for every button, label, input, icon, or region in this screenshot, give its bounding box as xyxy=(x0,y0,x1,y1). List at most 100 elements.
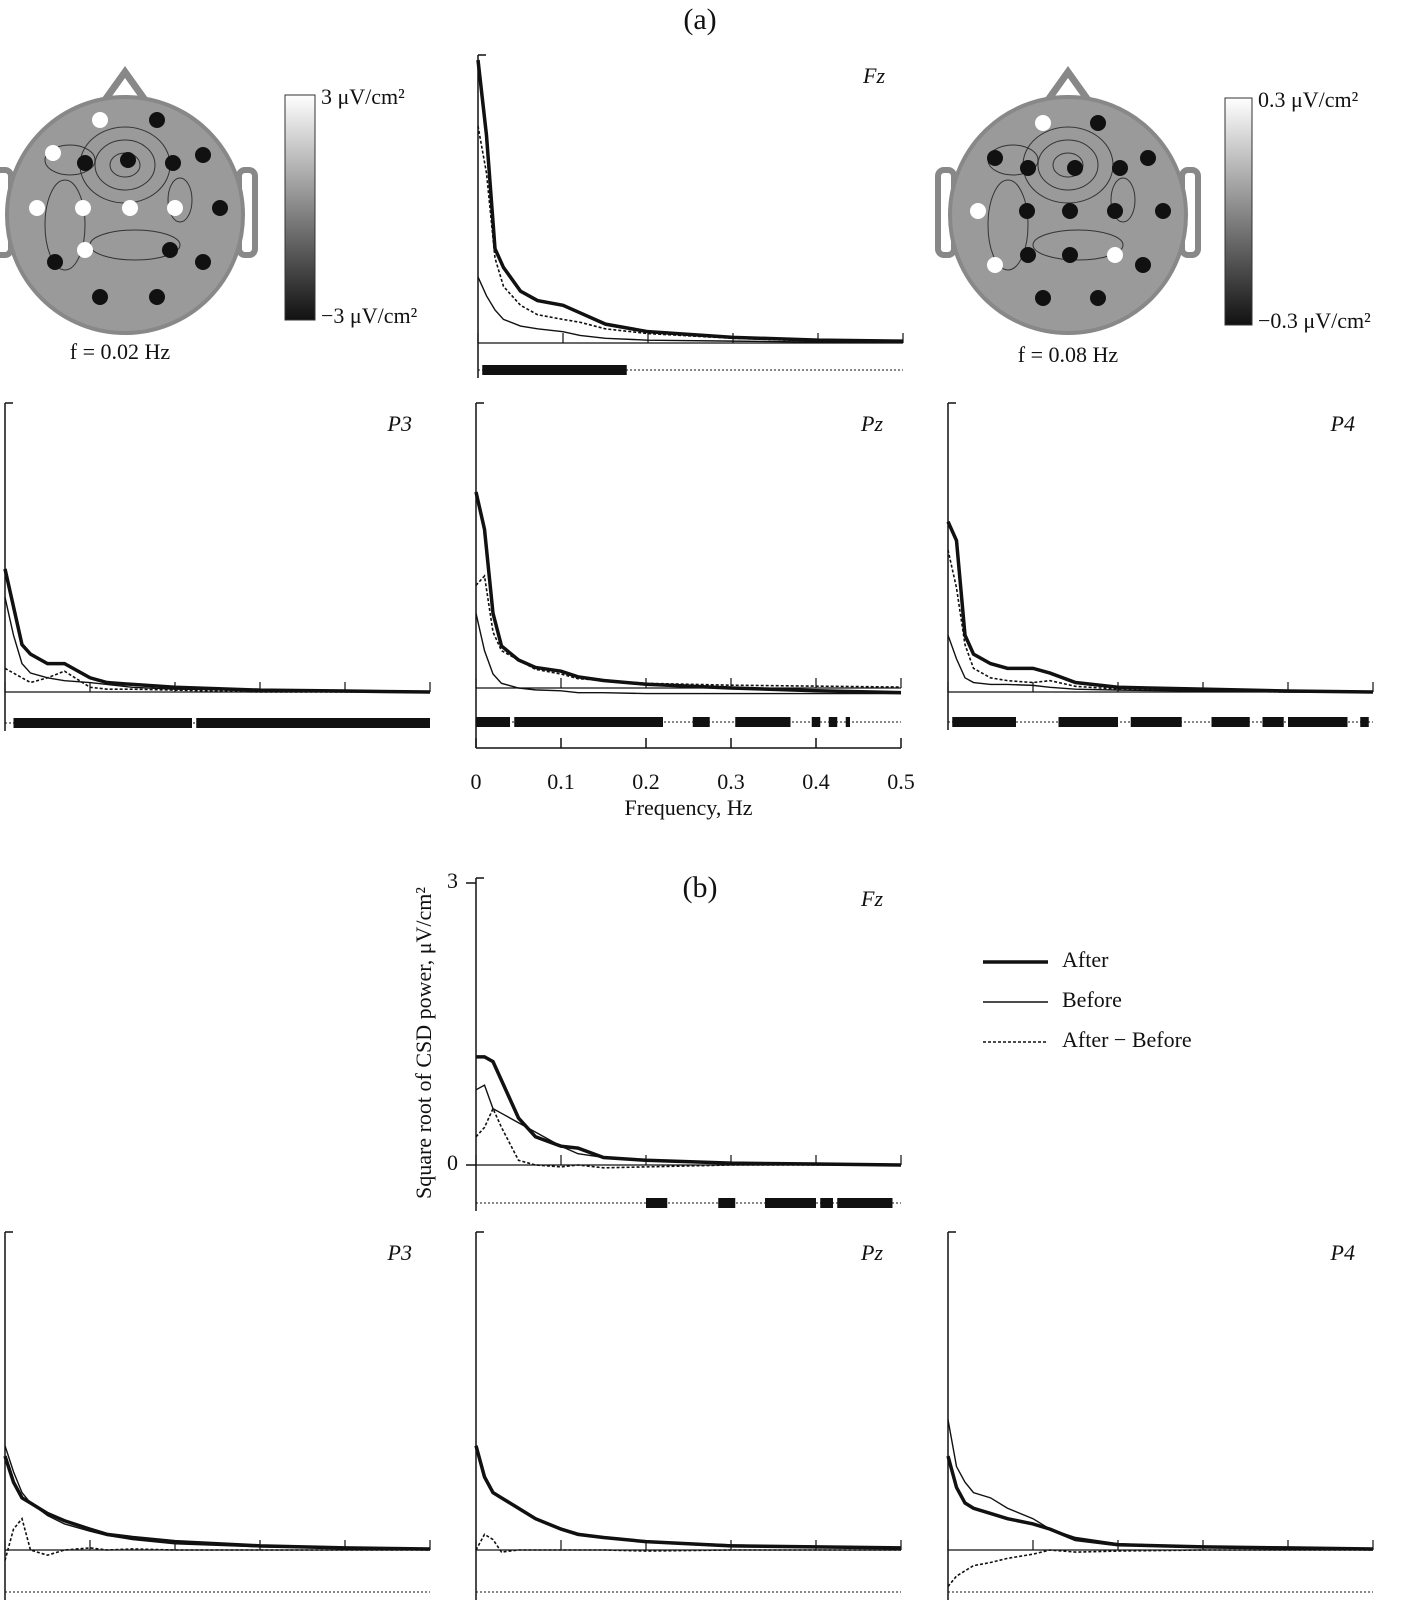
y-axis-label: Square root of CSD power, μV/cm² xyxy=(411,887,436,1199)
series-line xyxy=(947,1419,1374,1550)
series-line xyxy=(947,1549,1373,1588)
colorbar xyxy=(284,94,316,321)
legend-label: After − Before xyxy=(1062,1027,1192,1052)
series-line xyxy=(4,667,430,693)
electrode xyxy=(1135,257,1151,273)
topomap xyxy=(0,65,258,335)
channel-label: Pz xyxy=(860,1240,883,1265)
significance-bar xyxy=(820,1198,833,1208)
contour xyxy=(44,144,96,176)
electrode xyxy=(987,257,1003,273)
contour xyxy=(1032,229,1124,261)
electrode xyxy=(1107,203,1123,219)
electrode xyxy=(1035,115,1051,131)
electrode xyxy=(45,145,61,161)
series-line xyxy=(477,276,903,343)
x-tick-label: 0.2 xyxy=(632,769,660,794)
significance-bar xyxy=(765,1198,816,1208)
electrode xyxy=(987,150,1003,166)
series-line xyxy=(4,597,431,693)
series-line xyxy=(3,1455,431,1551)
electrode xyxy=(120,152,136,168)
significance-bar xyxy=(845,717,850,727)
channel-label: P3 xyxy=(387,411,412,436)
electrode xyxy=(1035,290,1051,306)
electrode xyxy=(149,289,165,305)
contour xyxy=(1037,139,1099,191)
caption: f = 0.08 Hz xyxy=(1018,342,1119,367)
significance-bar xyxy=(1130,717,1182,727)
significance-bar xyxy=(1288,717,1348,727)
electrode xyxy=(1020,247,1036,263)
head xyxy=(5,95,245,335)
caption: f = 0.02 Hz xyxy=(70,339,171,364)
significance-bar xyxy=(811,717,821,727)
significance-bar xyxy=(735,717,791,727)
channel-label: P4 xyxy=(1330,1240,1355,1265)
colorbar-max: 0.3 μV/cm² xyxy=(1258,87,1359,112)
significance-bar xyxy=(828,717,838,727)
series-line xyxy=(3,568,431,694)
channel-label: Pz xyxy=(860,411,883,436)
legend-label: After xyxy=(1062,947,1109,972)
panel-label: (b) xyxy=(683,871,718,904)
series-line xyxy=(474,491,902,695)
channel-label: Fz xyxy=(860,886,883,911)
electrode xyxy=(195,254,211,270)
significance-bar xyxy=(692,717,710,727)
colorbar xyxy=(1224,97,1253,326)
electrode xyxy=(212,200,228,216)
electrode xyxy=(29,200,45,216)
electrode xyxy=(1090,290,1106,306)
electrode xyxy=(165,155,181,171)
electrode xyxy=(1062,203,1078,219)
electrode xyxy=(92,289,108,305)
x-axis-label: Frequency, Hz xyxy=(624,795,752,820)
series-line xyxy=(4,1516,430,1561)
electrode xyxy=(162,242,178,258)
series-line xyxy=(947,634,1373,693)
significance-bar xyxy=(13,718,192,728)
series-line xyxy=(475,574,902,688)
significance-bar xyxy=(837,1198,893,1208)
series-line xyxy=(474,1445,902,1550)
nose xyxy=(102,65,148,103)
series-line xyxy=(475,613,901,695)
electrode xyxy=(1067,160,1083,176)
series-line xyxy=(475,1533,901,1553)
significance-bar xyxy=(1262,717,1284,727)
series-line xyxy=(475,1084,902,1166)
x-tick-label: 0.1 xyxy=(547,769,575,794)
contour xyxy=(44,179,86,271)
panel-label: (a) xyxy=(683,3,716,36)
series-line xyxy=(947,549,1373,693)
electrode xyxy=(1062,247,1078,263)
electrode xyxy=(1140,150,1156,166)
y-tick-label: 3 xyxy=(447,868,458,893)
significance-bar xyxy=(1211,717,1250,727)
electrode xyxy=(1107,247,1123,263)
series-line xyxy=(477,125,904,343)
channel-label: P3 xyxy=(387,1240,412,1265)
x-tick-label: 0.5 xyxy=(887,769,915,794)
electrode xyxy=(195,147,211,163)
topomap xyxy=(935,65,1201,335)
electrode xyxy=(1112,160,1128,176)
electrode xyxy=(1090,115,1106,131)
significance-bar xyxy=(196,718,430,728)
series-line xyxy=(475,1445,902,1549)
electrode xyxy=(77,242,93,258)
y-tick-label: 0 xyxy=(447,1150,458,1175)
contour xyxy=(1052,152,1084,178)
electrode xyxy=(122,200,138,216)
x-tick-label: 0.4 xyxy=(802,769,830,794)
series-line xyxy=(476,1055,902,1167)
series-line xyxy=(946,1455,1374,1551)
electrode xyxy=(970,203,986,219)
significance-bar xyxy=(646,1198,668,1208)
electrode xyxy=(75,200,91,216)
electrode xyxy=(77,155,93,171)
series-line xyxy=(946,520,1374,694)
significance-bar xyxy=(514,717,663,727)
series-line xyxy=(4,1445,431,1550)
